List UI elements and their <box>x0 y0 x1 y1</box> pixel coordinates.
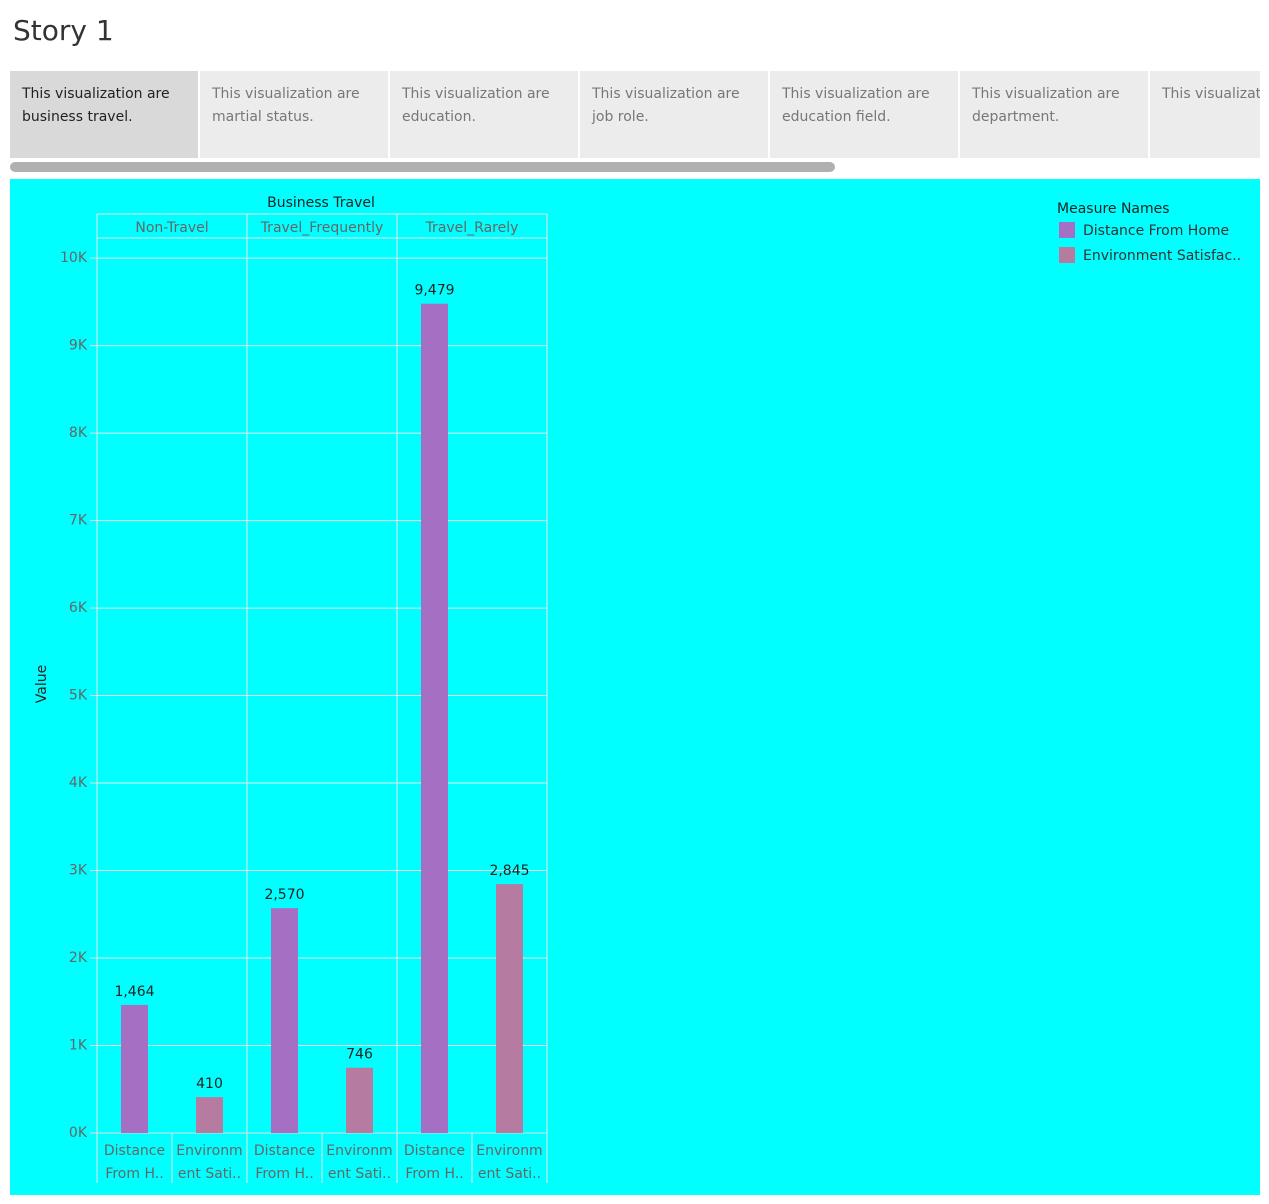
x-tick-label: Environm <box>476 1143 542 1159</box>
story-tab[interactable]: This visualizatio.. <box>1150 71 1260 158</box>
bar <box>421 303 448 1133</box>
story-tab[interactable]: This visualization are department. <box>960 71 1148 158</box>
story-tab[interactable]: This visualization are education. <box>390 71 578 158</box>
bar <box>496 884 523 1133</box>
data-label: 1,464 <box>114 984 154 1000</box>
bar <box>121 1004 148 1133</box>
story-tab[interactable]: This visualization are education field. <box>770 71 958 158</box>
x-tick-label: Environm <box>326 1143 392 1159</box>
story-tabs: This visualization are business travel.T… <box>10 71 1260 158</box>
x-tick-label: ent Sati.. <box>478 1166 541 1182</box>
y-tick-label: 7K <box>69 513 88 529</box>
x-tick-label: From H.. <box>405 1166 463 1182</box>
story-tab[interactable]: This visualization are job role. <box>580 71 768 158</box>
x-tick-label: Distance <box>104 1143 165 1159</box>
legend-swatch <box>1059 247 1075 263</box>
x-tick-label: ent Sati.. <box>328 1166 391 1182</box>
data-label: 410 <box>196 1076 223 1092</box>
x-tick-label: Distance <box>254 1143 315 1159</box>
y-tick-label: 0K <box>69 1125 88 1141</box>
column-header-title: Business Travel <box>267 195 375 211</box>
data-label: 746 <box>346 1047 373 1063</box>
bar <box>346 1067 373 1133</box>
data-label: 2,845 <box>489 863 529 879</box>
y-axis-label: Value <box>34 665 50 703</box>
y-tick-label: 3K <box>69 863 88 879</box>
bar <box>196 1097 223 1133</box>
y-tick-label: 1K <box>69 1038 88 1054</box>
legend-title: Measure Names <box>1057 201 1170 217</box>
x-tick-label: From H.. <box>255 1166 313 1182</box>
y-tick-label: 10K <box>60 250 88 266</box>
y-tick-label: 9K <box>69 338 88 354</box>
story-tab[interactable]: This visualization are martial status. <box>200 71 388 158</box>
legend-label: Distance From Home <box>1083 223 1229 239</box>
story-title: Story 1 <box>13 14 114 47</box>
column-header: Travel_Frequently <box>260 220 384 236</box>
y-tick-label: 2K <box>69 950 88 966</box>
x-tick-label: Environm <box>176 1143 242 1159</box>
bar <box>271 908 298 1133</box>
column-header: Travel_Rarely <box>425 220 519 236</box>
data-label: 9,479 <box>414 283 454 299</box>
y-tick-label: 5K <box>69 688 88 704</box>
scrollbar[interactable] <box>10 162 835 172</box>
legend-label: Environment Satisfac.. <box>1083 248 1241 264</box>
x-tick-label: ent Sati.. <box>178 1166 241 1182</box>
column-header: Non-Travel <box>135 220 208 236</box>
legend-swatch <box>1059 222 1075 238</box>
y-tick-label: 6K <box>69 600 88 616</box>
y-tick-label: 4K <box>69 775 88 791</box>
data-label: 2,570 <box>264 887 304 903</box>
chart-background <box>10 179 1260 1195</box>
story-tab[interactable]: This visualization are business travel. <box>10 71 198 158</box>
y-tick-label: 8K <box>69 425 88 441</box>
x-tick-label: From H.. <box>105 1166 163 1182</box>
x-tick-label: Distance <box>404 1143 465 1159</box>
